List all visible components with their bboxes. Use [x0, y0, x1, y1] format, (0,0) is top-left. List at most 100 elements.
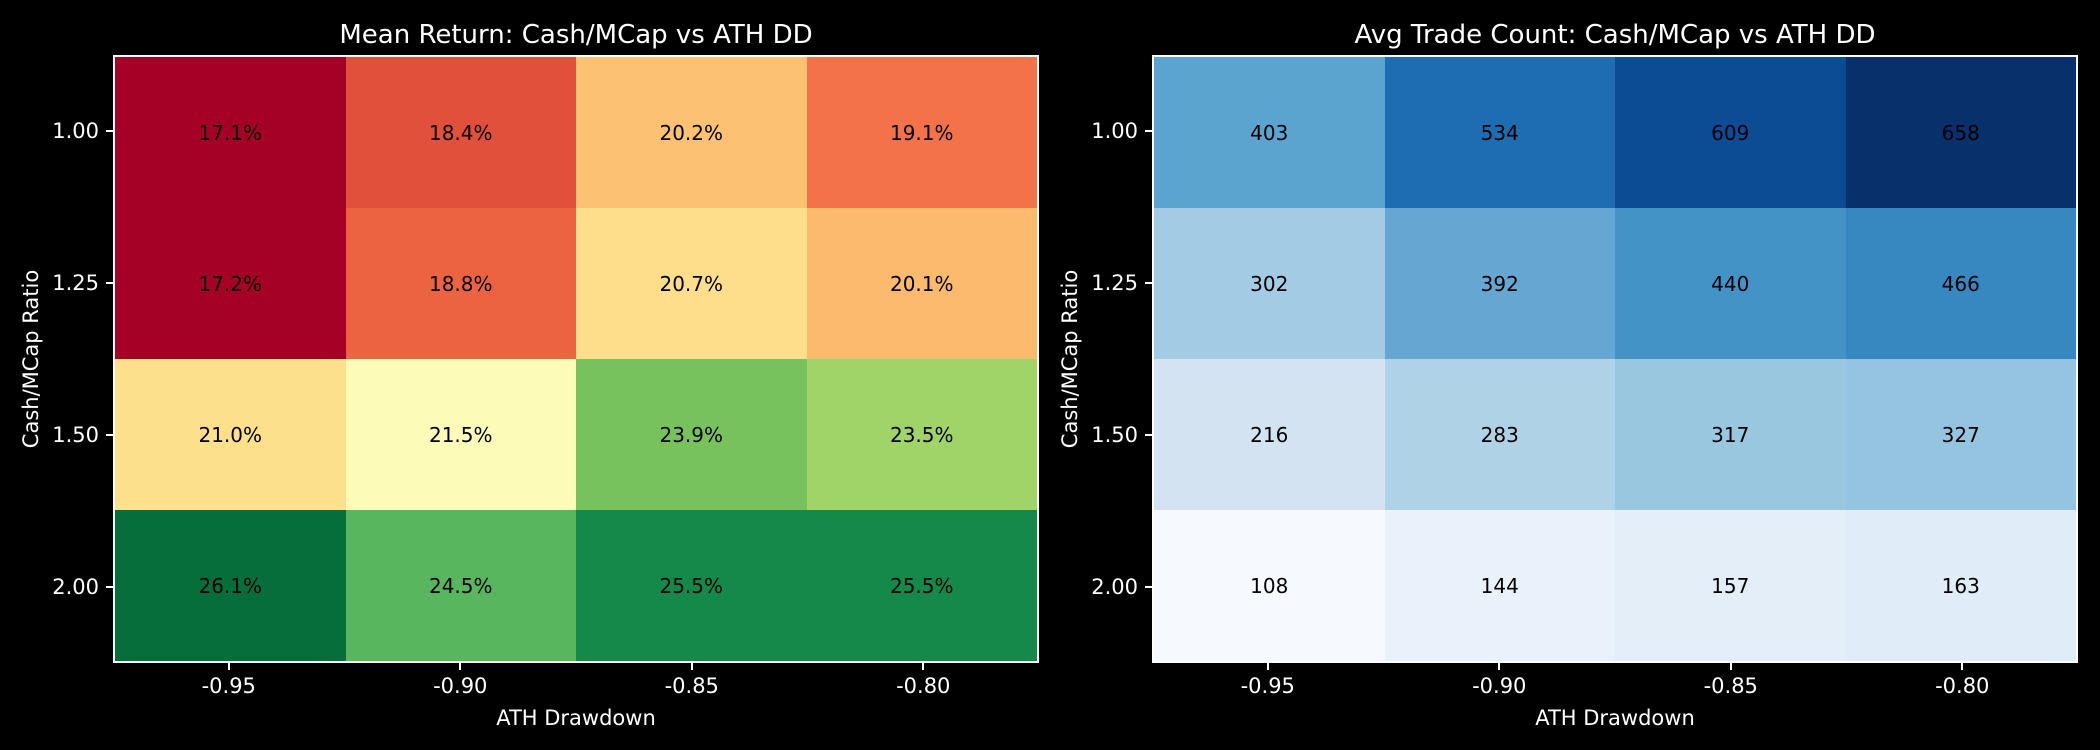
y-tick-mark: [106, 130, 113, 132]
x-tick: -0.85: [576, 663, 808, 705]
heatmap-cell: 534: [1384, 57, 1615, 208]
x-tick-mark: [1266, 663, 1269, 670]
heatmap-cell: 658: [1845, 57, 2076, 208]
cell-value: 157: [1711, 573, 1750, 598]
cell-value: 609: [1711, 120, 1750, 145]
x-axis-label: ATH Drawdown: [496, 706, 656, 730]
cell-value: 163: [1941, 573, 1980, 598]
cell-value: 25.5%: [659, 573, 724, 598]
cell-value: 17.1%: [198, 120, 263, 145]
heatmap-cell: 17.2%: [115, 208, 346, 359]
cell-value: 392: [1480, 271, 1519, 296]
x-axis-ticks: -0.95 -0.90 -0.85 -0.80: [1152, 663, 2078, 705]
x-tick-mark: [227, 663, 230, 670]
x-tick-mark: [1961, 663, 1964, 670]
y-tick: 1.50: [0, 359, 113, 511]
y-tick: 1.25: [1039, 207, 1152, 359]
x-tick: -0.90: [345, 663, 577, 705]
x-tick: -0.95: [113, 663, 345, 705]
cell-value: 534: [1480, 120, 1519, 145]
heatmap-cell: 20.1%: [806, 208, 1037, 359]
heatmap-cell: 327: [1845, 359, 2076, 510]
x-tick: -0.80: [808, 663, 1040, 705]
x-tick-mark: [1729, 663, 1732, 670]
heatmap-cell: 21.5%: [345, 359, 576, 510]
heatmap-grid: 403 534 609 658 302 392 440 466 216 283 317 327 108 1…: [1152, 55, 2078, 663]
heatmap-cell: 216: [1154, 359, 1385, 510]
heatmap-cell: 24.5%: [345, 510, 576, 661]
x-tick-label: -0.80: [1935, 674, 1990, 698]
y-tick-mark: [106, 434, 113, 436]
x-tick-label: -0.95: [1240, 674, 1295, 698]
cell-value: 20.2%: [659, 120, 724, 145]
y-tick-mark: [106, 586, 113, 588]
cell-value: 440: [1711, 271, 1750, 296]
cell-value: 21.5%: [428, 422, 493, 447]
heatmap-cell: 466: [1845, 208, 2076, 359]
y-tick-label: 1.00: [52, 119, 99, 143]
heatmap-cell: 108: [1154, 510, 1385, 661]
x-tick-mark: [690, 663, 693, 670]
cell-value: 403: [1250, 120, 1289, 145]
x-tick-label: -0.90: [433, 674, 488, 698]
x-tick: -0.90: [1384, 663, 1616, 705]
heatmap-cell: 25.5%: [806, 510, 1037, 661]
heatmap-cell: 26.1%: [115, 510, 346, 661]
heatmap-cell: 20.2%: [576, 57, 807, 208]
cell-value: 21.0%: [198, 422, 263, 447]
cell-value: 23.9%: [659, 422, 724, 447]
cell-value: 108: [1250, 573, 1289, 598]
chart-avg-trade-count: Avg Trade Count: Cash/MCap vs ATH DD Cas…: [1039, 0, 2078, 750]
cell-value: 24.5%: [428, 573, 493, 598]
cell-value: 144: [1480, 573, 1519, 598]
x-tick: -0.80: [1847, 663, 2079, 705]
y-tick-label: 1.00: [1091, 119, 1138, 143]
heatmap-cell: 23.5%: [806, 359, 1037, 510]
x-tick: -0.95: [1152, 663, 1384, 705]
heatmap-cell: 609: [1615, 57, 1846, 208]
cell-value: 25.5%: [889, 573, 954, 598]
y-tick: 1.00: [1039, 55, 1152, 207]
cell-value: 317: [1711, 422, 1750, 447]
heatmap-cell: 23.9%: [576, 359, 807, 510]
chart-title: Mean Return: Cash/MCap vs ATH DD: [339, 20, 813, 50]
cell-value: 18.8%: [428, 271, 493, 296]
y-tick: 2.00: [0, 511, 113, 663]
y-axis-ticks: 1.00 1.25 1.50 2.00: [1039, 55, 1152, 663]
y-tick-mark: [1145, 130, 1152, 132]
y-tick-label: 1.25: [52, 271, 99, 295]
heatmap-cell: 17.1%: [115, 57, 346, 208]
y-tick-label: 2.00: [1091, 575, 1138, 599]
x-tick-label: -0.95: [201, 674, 256, 698]
cell-value: 26.1%: [198, 573, 263, 598]
cell-value: 327: [1941, 422, 1980, 447]
chart-title: Avg Trade Count: Cash/MCap vs ATH DD: [1354, 20, 1876, 50]
x-axis-ticks: -0.95 -0.90 -0.85 -0.80: [113, 663, 1039, 705]
y-tick-mark: [1145, 282, 1152, 284]
y-tick: 1.50: [1039, 359, 1152, 511]
cell-value: 216: [1250, 422, 1289, 447]
heatmap-grid: 17.1% 18.4% 20.2% 19.1% 17.2% 18.8% 20.7% 20.1%…: [113, 55, 1039, 663]
cell-value: 20.1%: [889, 271, 954, 296]
cell-value: 23.5%: [889, 422, 954, 447]
cell-value: 17.2%: [198, 271, 263, 296]
y-tick-mark: [1145, 434, 1152, 436]
y-tick-label: 1.50: [1091, 423, 1138, 447]
heatmap-cell: 403: [1154, 57, 1385, 208]
cell-value: 19.1%: [889, 120, 954, 145]
heatmap-cell: 302: [1154, 208, 1385, 359]
y-tick-label: 1.50: [52, 423, 99, 447]
cell-value: 18.4%: [428, 120, 493, 145]
heatmap-cell: 392: [1384, 208, 1615, 359]
chart-mean-return: Mean Return: Cash/MCap vs ATH DD Cash/MC…: [0, 0, 1039, 750]
heatmap-cell: 25.5%: [576, 510, 807, 661]
heatmap-cell: 18.8%: [345, 208, 576, 359]
heatmap-cell: 18.4%: [345, 57, 576, 208]
y-tick-mark: [106, 282, 113, 284]
cell-value: 466: [1941, 271, 1980, 296]
x-tick-mark: [1498, 663, 1501, 670]
heatmap-cell: 21.0%: [115, 359, 346, 510]
x-tick: -0.85: [1615, 663, 1847, 705]
y-tick-label: 2.00: [52, 575, 99, 599]
